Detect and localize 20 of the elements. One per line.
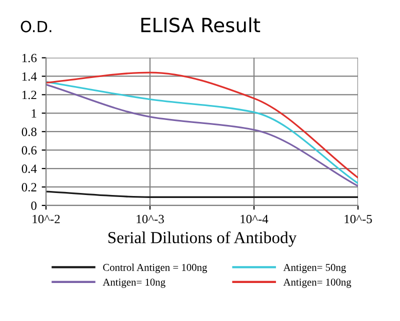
y-tick-label: 1.4 (22, 72, 37, 81)
chart-title: ELISA Result (141, 17, 260, 32)
x-axis-title: Serial Dilutions of Antibody (108, 231, 297, 247)
x-tick-label: 10^-4 (240, 214, 268, 224)
legend-label: Antigen= 50ng (283, 264, 346, 274)
x-tick-label: 10^-5 (344, 214, 372, 224)
y-tick-label: 1.2 (22, 90, 36, 100)
legend-label: Control Antigen = 100ng (103, 264, 208, 274)
y-tick-label: 0.2 (22, 183, 36, 192)
legend-label: Antigen= 100ng (283, 278, 352, 288)
y-tick-label: 1.6 (22, 54, 37, 62)
y-tick-label: 0 (31, 201, 36, 210)
x-tick-label: 10^-2 (32, 214, 60, 224)
x-tick-label: 10^-3 (136, 214, 164, 224)
legend-label: Antigen= 10ng (102, 278, 166, 288)
y-tick-label: 1 (32, 109, 36, 118)
y-tick-label: 0.6 (22, 146, 37, 155)
y-axis-title: O.D. (20, 20, 52, 32)
y-tick-label: 0.8 (22, 128, 36, 136)
y-tick-label: 0.4 (22, 164, 37, 174)
